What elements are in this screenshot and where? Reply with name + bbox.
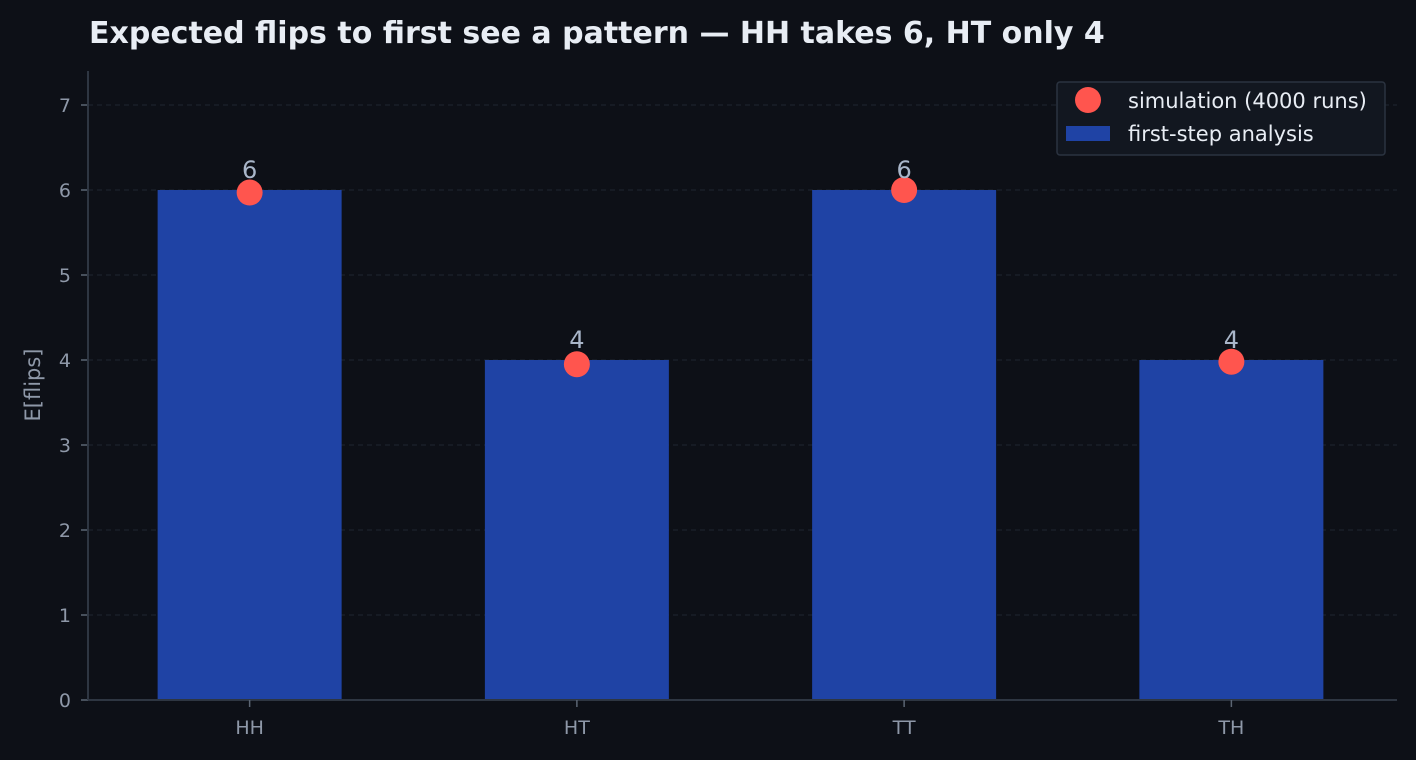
simulation-point-tt	[891, 177, 918, 203]
bar-ht	[484, 360, 669, 700]
y-tick-label: 2	[59, 520, 71, 542]
y-axis-label: E[flips]	[21, 349, 45, 422]
simulation-points	[236, 177, 1245, 378]
x-tick-label-th: TH	[1217, 717, 1244, 739]
legend-box	[1056, 81, 1386, 156]
legend-label-first-step: first-step analysis	[1128, 122, 1314, 146]
bar-tt	[812, 190, 997, 700]
y-tick-label: 7	[59, 95, 71, 117]
simulation-point-hh	[236, 179, 263, 206]
y-tick-label: 1	[59, 605, 71, 627]
data-label-th: 4	[1224, 326, 1239, 354]
bars	[157, 190, 1324, 700]
data-labels: 6 4 6 4	[242, 156, 1239, 354]
y-tick-label: 0	[59, 690, 71, 712]
y-tick-label: 3	[59, 435, 71, 457]
x-tick-label-tt: TT	[892, 717, 916, 739]
y-tick-label: 6	[59, 180, 71, 202]
chart-title: Expected flips to first see a pattern — …	[89, 16, 1105, 51]
simulation-point-ht	[563, 351, 590, 378]
legend-marker-first-step	[1066, 126, 1110, 141]
x-tick-label-ht: HT	[564, 717, 590, 739]
axes: 0 1 2 3 4 5 6 7 HH HT TT TH	[59, 71, 1397, 739]
legend: simulation (4000 runs) first-step analys…	[1056, 81, 1386, 156]
y-tick-label: 5	[59, 265, 71, 287]
bar-hh	[157, 190, 342, 700]
data-label-tt: 6	[896, 156, 911, 184]
legend-marker-simulation	[1075, 87, 1101, 113]
y-tick-label: 4	[59, 350, 71, 372]
data-label-ht: 4	[569, 326, 584, 354]
simulation-point-th	[1218, 348, 1245, 375]
bar-th	[1139, 360, 1324, 700]
legend-label-simulation: simulation (4000 runs)	[1128, 89, 1367, 113]
x-tick-label-hh: HH	[235, 717, 264, 739]
data-label-hh: 6	[242, 156, 257, 184]
